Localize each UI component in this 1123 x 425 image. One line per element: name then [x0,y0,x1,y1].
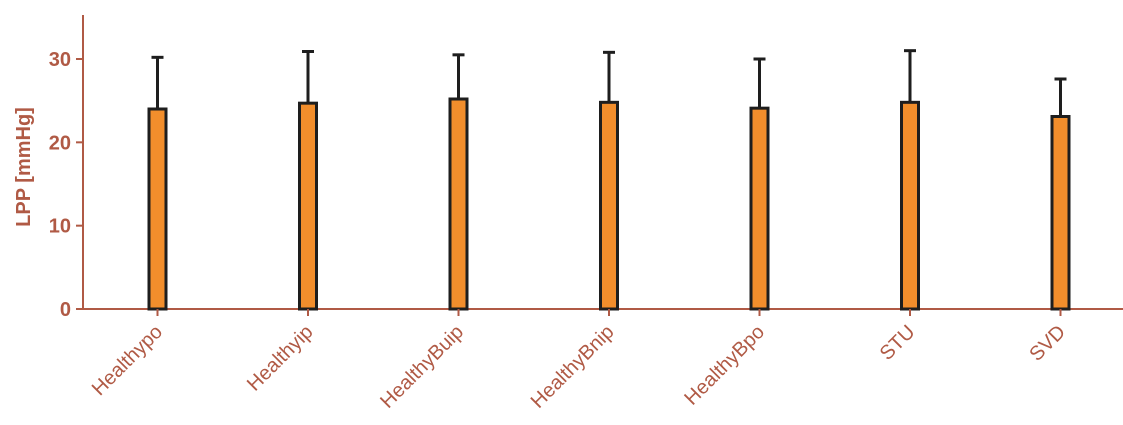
y-axis-title: LPP [mmHg] [13,107,35,227]
bar-healthypo [147,107,168,311]
x-axis-ticks: Healthypo Healthyip HealthyBuip HealthyBnip… [88,309,1070,413]
x-tick-label: Healthyip [243,321,318,396]
x-tick-label: SVD [1025,321,1070,366]
x-tick-label: STU [876,321,920,365]
x-tick-label: Healthypo [88,321,167,400]
x-tick-label: HealthyBuip [376,321,468,413]
x-tick-label: HealthyBnip [527,321,619,413]
bar-healthybpo [749,106,770,311]
y-tick-label: 20 [49,132,71,154]
bar-stu [900,100,920,311]
y-tick-label: 30 [49,49,71,71]
y-axis-ticks: 0 10 20 30 [49,49,83,321]
y-tick-label: 10 [49,216,71,238]
x-tick-label: HealthyBpo [680,321,769,410]
y-tick-label: 0 [60,299,71,321]
bar-healthyip [298,101,318,311]
bar-svd [1050,115,1071,311]
bars [147,49,1071,311]
bar-healthybnip [599,100,619,311]
bar-healthybuip [448,97,469,311]
